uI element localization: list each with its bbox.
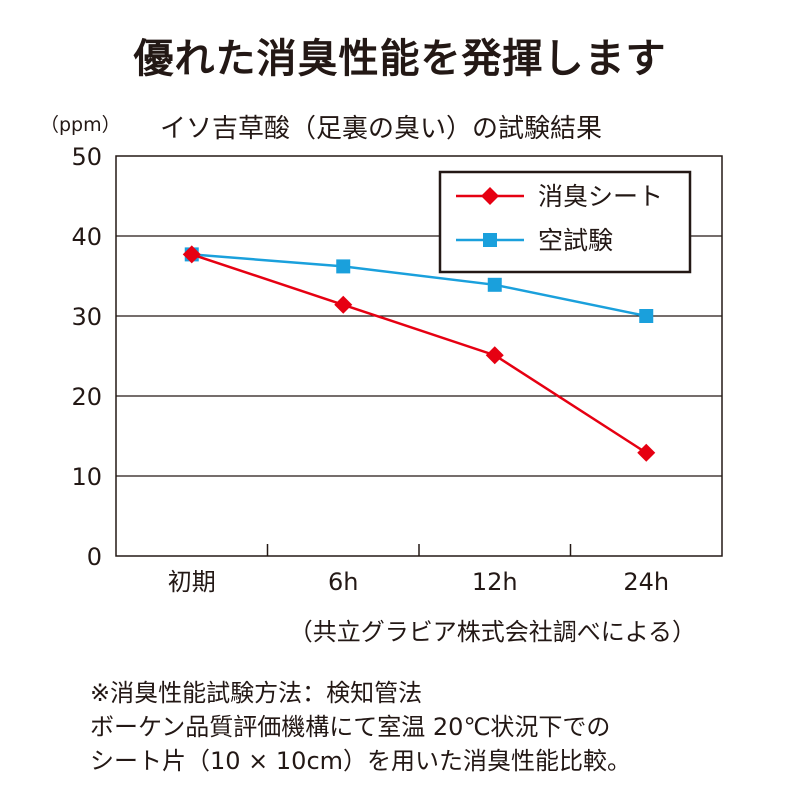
data-point [637, 443, 656, 462]
note-line: ※消臭性能試験方法：検知管法 [90, 679, 423, 707]
legend-marker [483, 233, 497, 247]
x-tick-label: 12h [472, 568, 518, 596]
data-point [639, 309, 654, 323]
chart-title: イソ吉草酸（足裏の臭い）の試験結果 [160, 114, 603, 144]
y-axis-unit-label: （ppm） [40, 114, 121, 136]
legend-marker [481, 187, 499, 205]
legend-box [438, 170, 692, 274]
y-tick-label: 20 [71, 383, 102, 411]
headline: 優れた消臭性能を発揮します [133, 36, 667, 82]
method-notes: ※消臭性能試験方法：検知管法 ボーケン品質評価機構にて室温 20℃状況下での シ… [90, 676, 631, 778]
note-line: ボーケン品質評価機構にて室温 20℃状況下での [90, 713, 611, 741]
data-point [485, 346, 504, 365]
y-tick-label: 50 [71, 143, 102, 171]
data-point [182, 245, 201, 264]
x-tick-label: 初期 [168, 568, 216, 596]
data-point [334, 295, 353, 314]
y-tick-label: 10 [71, 463, 102, 491]
series-line [191, 253, 647, 318]
legend-label: 空試験 [538, 226, 613, 255]
y-tick-label: 40 [71, 223, 102, 251]
source-note: （共立グラビア株式会社調べによる） [288, 618, 696, 646]
data-point [336, 259, 351, 274]
y-tick-label: 30 [71, 303, 102, 331]
note-line: シート片（10 × 10cm）を用いた消臭性能比較。 [90, 747, 632, 775]
data-point [487, 277, 502, 292]
y-tick-label: 0 [87, 543, 102, 571]
x-tick-label: 6h [328, 568, 358, 596]
x-tick-label: 24h [623, 568, 669, 596]
series-line [191, 253, 647, 454]
legend-label: 消臭シート [538, 182, 663, 211]
